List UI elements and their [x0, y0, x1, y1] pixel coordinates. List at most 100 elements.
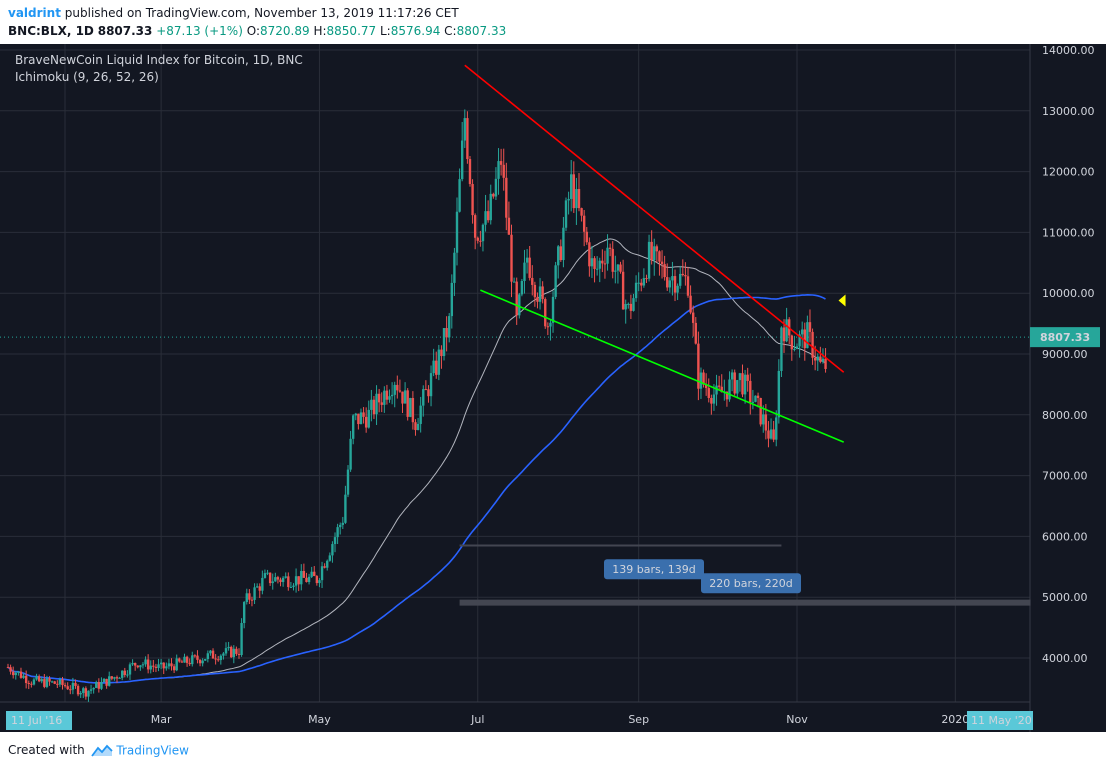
price-axis[interactable]: 14000.00 13000.00 12000.00 11000.00 10000.00…: [1030, 44, 1106, 732]
candle-body: [544, 299, 547, 327]
author-link[interactable]: valdrint: [8, 6, 61, 20]
candle-body: [619, 264, 622, 272]
candle-body: [154, 666, 158, 668]
range-bar-220[interactable]: [459, 599, 1031, 606]
candle-body: [76, 685, 80, 695]
candle-body: [287, 576, 290, 588]
close-label: C:: [444, 24, 457, 38]
candle-body: [634, 282, 638, 299]
chart-area[interactable]: 139 bars, 139d 220 bars, 220d 14000.00 130…: [0, 44, 1106, 732]
candle-body: [92, 687, 95, 690]
candle-body: [790, 335, 794, 350]
candle-body: [793, 349, 796, 351]
candle-body: [684, 275, 687, 277]
candle-body: [666, 277, 669, 288]
candle-body: [307, 576, 311, 583]
candle-body: [479, 240, 482, 242]
candle-body: [691, 312, 695, 323]
candle-body: [48, 678, 51, 682]
candle-body: [453, 252, 456, 283]
candle-body: [671, 276, 674, 281]
candle-body: [258, 586, 261, 591]
candle-body: [707, 388, 710, 398]
candle-body: [40, 679, 43, 682]
price-tick-label: 10000.00: [1042, 287, 1095, 300]
candle-body: [780, 327, 783, 371]
candle-body: [206, 653, 210, 659]
candle-body: [637, 282, 640, 284]
candle-body: [728, 379, 731, 400]
price-tick-label: 6000.00: [1042, 530, 1088, 543]
candle-body: [512, 281, 516, 283]
candle-body: [769, 429, 773, 439]
candle-body: [230, 646, 233, 658]
candle-body: [56, 683, 59, 685]
candle-body: [489, 193, 492, 221]
created-with: Created with TradingView: [8, 743, 189, 758]
candle-body: [455, 211, 459, 253]
support-trendline[interactable]: [480, 289, 845, 443]
candle-body: [767, 430, 770, 439]
candle-body: [686, 276, 690, 296]
candle-body: [782, 327, 786, 342]
candle-body: [211, 650, 215, 659]
resistance-trendline[interactable]: [464, 64, 845, 373]
price-chart[interactable]: 139 bars, 139d 220 bars, 220d 14000.00 130…: [0, 44, 1106, 732]
candle-body: [128, 664, 132, 675]
candle-body: [294, 576, 298, 586]
candle-body: [811, 331, 814, 358]
candle-body: [300, 570, 303, 585]
candle-body: [268, 572, 272, 584]
candle-body: [689, 295, 692, 313]
candle-body: [339, 524, 342, 528]
candle-body: [528, 257, 531, 278]
candle-body: [764, 414, 768, 431]
candle-body: [616, 264, 620, 271]
candle-body: [250, 599, 254, 601]
created-with-text: Created with: [8, 743, 85, 757]
candle-body: [601, 260, 604, 264]
candle-body: [416, 423, 420, 431]
candle-body: [585, 231, 588, 243]
candle-body: [144, 659, 147, 665]
candle-body: [349, 438, 352, 470]
candle-body: [266, 572, 269, 574]
candle-body: [676, 285, 679, 293]
candle-body: [785, 319, 788, 342]
candle-body: [816, 356, 819, 361]
candle-body: [450, 282, 454, 317]
candle-body: [180, 661, 184, 663]
tradingview-brand[interactable]: TradingView: [116, 743, 189, 758]
candle-body: [375, 393, 378, 415]
range-label-bg: [604, 559, 704, 580]
candle-body: [178, 658, 181, 662]
candle-body: [463, 118, 466, 141]
candle-body: [536, 297, 539, 302]
candle-body: [621, 271, 625, 310]
candle-body: [87, 690, 90, 697]
candle-body: [588, 242, 591, 267]
candle-body: [598, 260, 601, 269]
candle-body: [84, 688, 88, 697]
candle-body: [162, 662, 165, 669]
candle-body: [759, 397, 762, 425]
candle-body: [756, 395, 760, 398]
candle-body: [406, 390, 409, 417]
yellow-marker-icon: [838, 294, 846, 307]
candle-body: [806, 322, 809, 349]
candle-body: [570, 174, 573, 199]
candle-body: [733, 372, 736, 394]
candle-body: [640, 282, 643, 286]
time-axis[interactable]: Mar May Jul Sep Nov 2020 11 Jul '16 11 May '20: [6, 711, 1033, 730]
candle-body: [577, 189, 581, 209]
candle-body: [655, 246, 659, 252]
time-tick-label: May: [308, 713, 331, 726]
symbol-line: BNC:BLX, 1D 8807.33 +87.13 (+1%) O:8720.…: [8, 24, 506, 38]
candle-body: [123, 670, 126, 675]
range-label: 220 bars, 220d: [709, 577, 792, 590]
candle-body: [533, 284, 537, 298]
candle-body: [702, 372, 705, 385]
candle-body: [606, 247, 609, 264]
candle-body: [175, 658, 178, 671]
candle-body: [725, 391, 729, 400]
